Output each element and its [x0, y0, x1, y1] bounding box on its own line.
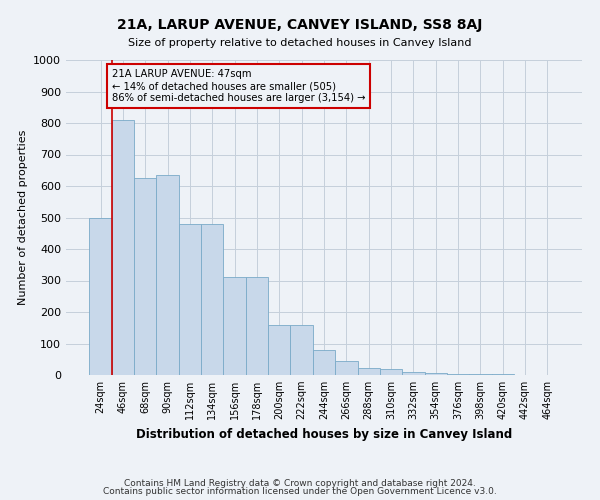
Text: Size of property relative to detached houses in Canvey Island: Size of property relative to detached ho… [128, 38, 472, 48]
Bar [223, 278, 246, 375]
Bar [201, 224, 223, 375]
Bar [89, 218, 112, 375]
Bar [134, 178, 157, 375]
Bar [246, 278, 268, 375]
Y-axis label: Number of detached properties: Number of detached properties [17, 130, 28, 305]
Bar [179, 224, 201, 375]
Text: Contains HM Land Registry data © Crown copyright and database right 2024.: Contains HM Land Registry data © Crown c… [124, 478, 476, 488]
X-axis label: Distribution of detached houses by size in Canvey Island: Distribution of detached houses by size … [136, 428, 512, 440]
Bar [380, 370, 402, 375]
Bar [157, 175, 179, 375]
Bar [491, 374, 514, 375]
Bar [290, 324, 313, 375]
Text: 21A LARUP AVENUE: 47sqm
← 14% of detached houses are smaller (505)
86% of semi-d: 21A LARUP AVENUE: 47sqm ← 14% of detache… [112, 70, 365, 102]
Bar [358, 368, 380, 375]
Bar [469, 374, 491, 375]
Bar [425, 373, 447, 375]
Bar [447, 374, 469, 375]
Bar [402, 372, 425, 375]
Bar [112, 120, 134, 375]
Text: 21A, LARUP AVENUE, CANVEY ISLAND, SS8 8AJ: 21A, LARUP AVENUE, CANVEY ISLAND, SS8 8A… [118, 18, 482, 32]
Bar [313, 350, 335, 375]
Bar [268, 324, 290, 375]
Text: Contains public sector information licensed under the Open Government Licence v3: Contains public sector information licen… [103, 487, 497, 496]
Bar [335, 361, 358, 375]
